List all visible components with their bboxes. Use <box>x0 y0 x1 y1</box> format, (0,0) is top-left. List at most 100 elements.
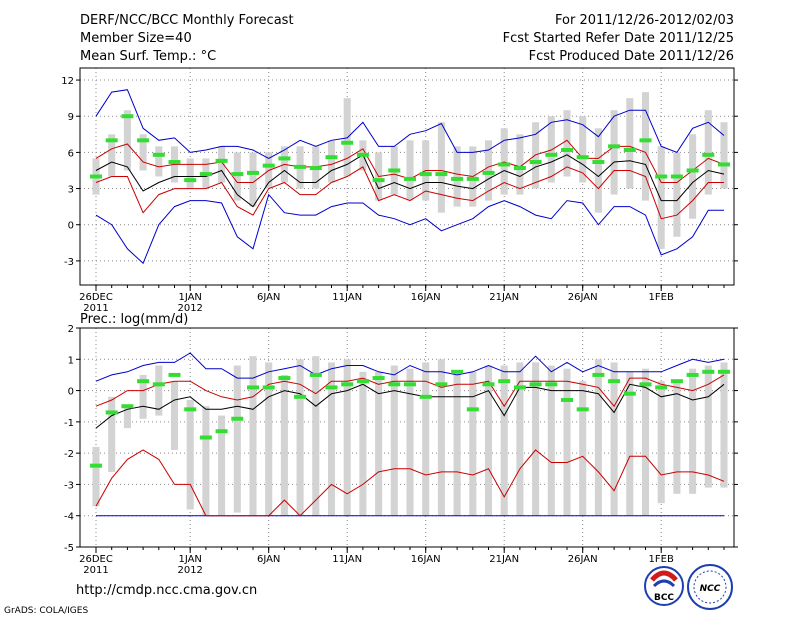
bcc-logo: BCC <box>644 566 684 606</box>
prec-spread-box <box>704 365 712 488</box>
temp-obs-mark <box>545 152 558 157</box>
temp-ytick-label: -3 <box>64 257 74 268</box>
prec-spread-box <box>170 381 179 451</box>
temp-spread-box <box>108 134 116 177</box>
prec-ytick-label: -1 <box>64 418 74 429</box>
prec-spread-box <box>155 365 163 416</box>
prec-obs-mark <box>529 382 542 387</box>
temp-min-line <box>95 193 724 265</box>
prec-obs-mark <box>199 435 212 440</box>
temp-frame <box>79 67 735 286</box>
prec-ytick-label: 1 <box>68 355 74 366</box>
prec-ytick-label: 2 <box>68 324 74 335</box>
temp-spread-box <box>484 140 493 201</box>
prec-spread-box <box>249 356 257 516</box>
prec-obs-mark <box>388 382 401 387</box>
prec-obs-mark <box>215 429 228 434</box>
temp-obs-mark <box>482 170 495 175</box>
prec-xtick-label: 6JAN <box>257 554 280 565</box>
prec-obs-mark <box>184 407 197 412</box>
temp-ytick-label: 3 <box>68 185 74 196</box>
prec-spread-box <box>280 374 288 516</box>
prec-spread-box <box>563 368 571 516</box>
temp-obs-mark <box>152 152 165 157</box>
temp-xtick-label: 26JAN <box>568 292 598 303</box>
prec-ytick-label: -2 <box>64 449 74 460</box>
source-url[interactable]: http://cmdp.ncc.cma.gov.cn <box>76 583 257 598</box>
temp-spread-box <box>563 110 571 177</box>
prec-spread-box <box>406 368 414 516</box>
temp-obs-mark <box>372 178 385 183</box>
prec-obs-mark <box>435 382 448 387</box>
temp-xtick-year: 2012 <box>177 303 202 314</box>
temp-xtick-label: 21JAN <box>489 292 519 303</box>
prec-obs-mark <box>262 385 275 390</box>
temp-obs-mark <box>278 156 291 161</box>
prec-obs-mark <box>247 385 259 390</box>
temp-obs-mark <box>121 114 134 119</box>
prec-spread-box <box>500 365 508 516</box>
prec-spread-box <box>233 365 241 513</box>
temp-obs-mark <box>576 155 589 160</box>
temp-spread-box <box>186 158 194 189</box>
temp-obs-mark <box>262 163 275 168</box>
temp-xtick-label: 1JAN <box>178 292 201 303</box>
temp-spread-box <box>139 134 147 171</box>
prec-spread-box <box>327 362 336 516</box>
temp-spread-box <box>516 134 524 195</box>
temp-obs-mark <box>513 166 526 171</box>
prec-obs-mark <box>702 369 715 374</box>
temp-spread-box <box>233 152 241 201</box>
fcst-started-date: Fcst Started Refer Date 2011/12/25 <box>503 31 734 46</box>
prec-obs-mark <box>231 416 244 421</box>
temp-obs-mark <box>639 138 652 143</box>
prec-obs-mark <box>152 382 165 387</box>
variable-label: Mean Surf. Temp.: °C <box>80 49 216 64</box>
prec-obs-mark <box>623 391 636 396</box>
prec-max-line <box>95 352 725 382</box>
precip-title: Prec.: log(mm/d) <box>80 312 188 327</box>
temp-obs-mark <box>686 168 699 173</box>
prec-xtick-label: 26JAN <box>568 554 598 565</box>
prec-spread-box <box>579 381 587 516</box>
prec-obs-mark <box>356 379 369 384</box>
temp-ytick-label: 6 <box>68 148 74 159</box>
fcst-produced-date: Fcst Produced Date 2011/12/26 <box>529 49 734 64</box>
temp-obs-mark <box>419 172 432 177</box>
prec-p75-line <box>95 374 725 408</box>
prec-spread-box <box>484 365 493 516</box>
temp-spread-box <box>610 110 618 195</box>
temp-mean-line <box>95 154 725 208</box>
prec-spread-box <box>218 415 226 516</box>
ncc-logo-text: NCC <box>700 584 721 594</box>
temp-spread-box <box>437 122 445 213</box>
temp-obs-mark <box>670 174 683 179</box>
prec-spread-box <box>610 362 618 516</box>
temp-p25-line <box>95 166 724 220</box>
temp-obs-mark <box>231 172 244 177</box>
prec-obs-mark <box>404 382 416 387</box>
prec-spread-box <box>547 365 555 516</box>
prec-spread-box <box>375 371 383 516</box>
prec-obs-mark <box>278 376 291 381</box>
prec-obs-mark <box>309 372 322 377</box>
prec-ytick-label: -5 <box>64 543 74 554</box>
prec-obs-mark <box>498 379 511 384</box>
temp-xtick-label: 6JAN <box>257 292 280 303</box>
prec-xtick-label: 1JAN <box>178 554 201 565</box>
prec-obs-mark <box>686 372 699 377</box>
temp-spread-box <box>327 140 336 183</box>
temp-obs-mark <box>498 162 511 167</box>
temp-obs-mark <box>325 155 338 160</box>
prec-spread-box <box>516 362 524 516</box>
prec-spread-box <box>453 374 461 516</box>
prec-spread-box <box>123 406 131 429</box>
prec-obs-mark <box>655 385 668 390</box>
temp-spread-box <box>249 152 257 207</box>
prec-spread-box <box>312 356 320 516</box>
temp-xtick-label: 16JAN <box>411 292 441 303</box>
prec-obs-mark <box>325 385 338 390</box>
temp-spread-box <box>500 128 508 195</box>
